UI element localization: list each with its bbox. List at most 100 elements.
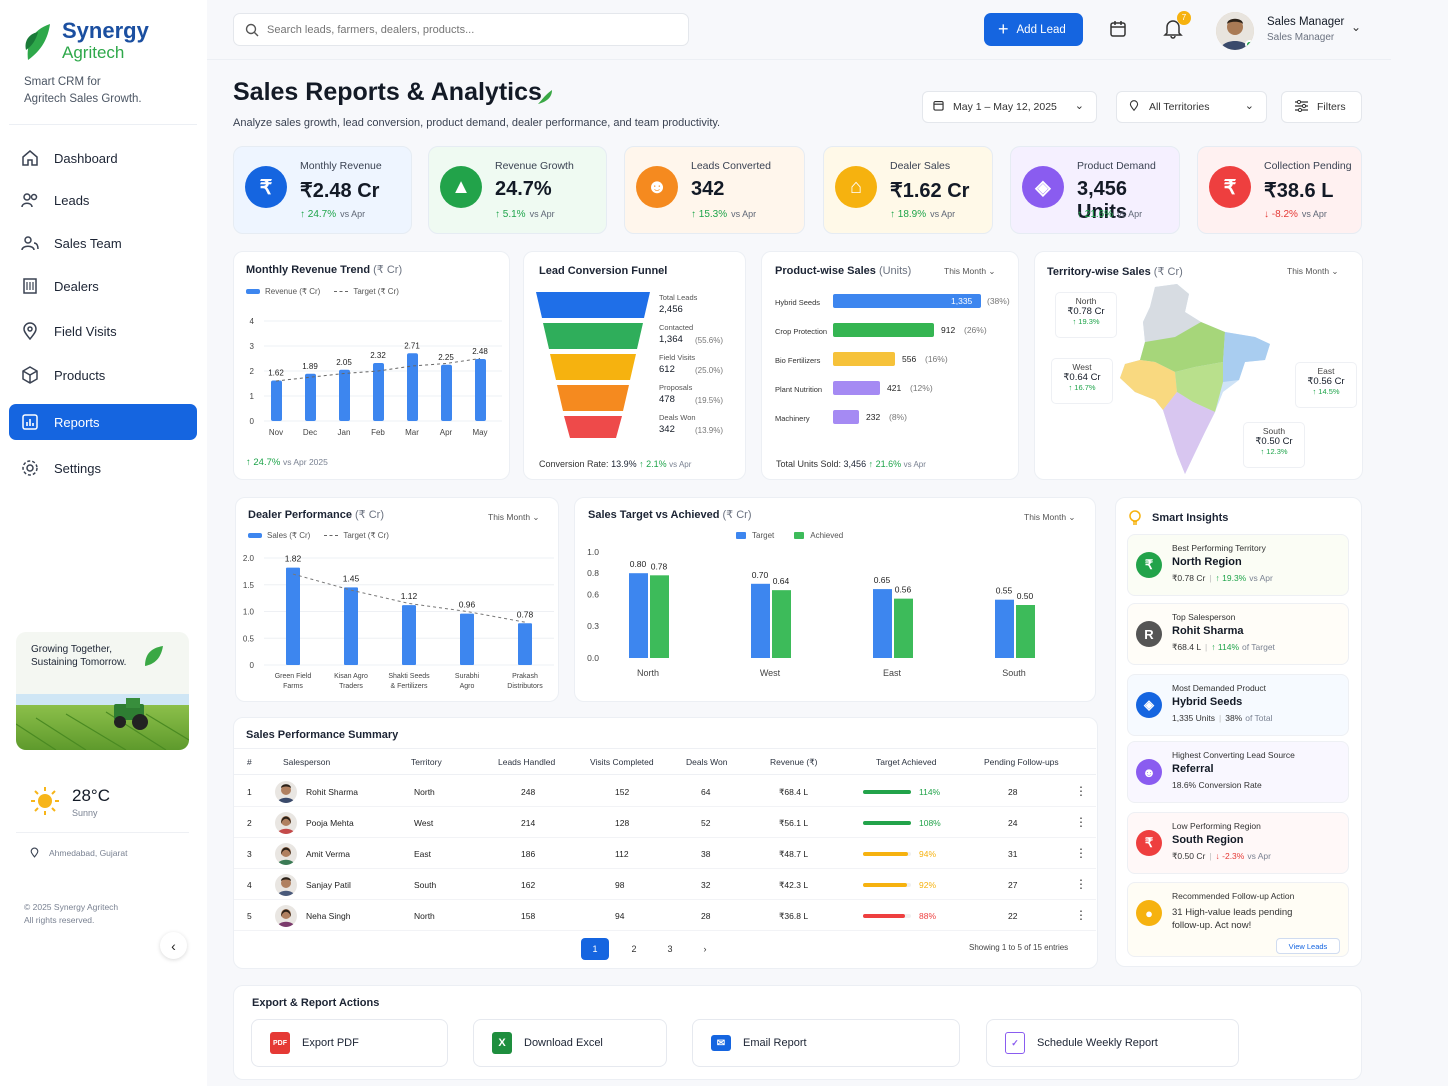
home-icon [22, 150, 38, 166]
period-select[interactable]: This Month ⌄ [1287, 266, 1339, 276]
pagination-next-button[interactable]: › [703, 944, 707, 954]
avatar[interactable] [1216, 12, 1254, 50]
table-row[interactable] [234, 808, 1096, 838]
sidebar-item-settings[interactable]: Settings [9, 450, 197, 486]
period-select[interactable]: This Month ⌄ [488, 512, 540, 522]
row-menu-icon[interactable]: ⋮ [1075, 877, 1087, 891]
email-report-button[interactable]: ✉ Email Report [692, 1019, 960, 1067]
insight-card[interactable]: ● Recommended Follow-up Action 31 High-val… [1127, 882, 1349, 957]
row-menu-icon[interactable]: ⋮ [1075, 908, 1087, 922]
period-select[interactable]: This Month ⌄ [1024, 512, 1076, 522]
row-menu-icon[interactable]: ⋮ [1075, 846, 1087, 860]
table-cell-revenue: ₹36.8 L [779, 911, 809, 921]
search-bar[interactable] [233, 13, 689, 46]
sidebar-item-reports[interactable]: Reports [9, 404, 197, 440]
table-row[interactable] [234, 901, 1096, 931]
kpi-change: ↑ 24.7% vs Apr [300, 209, 365, 220]
row-menu-icon[interactable]: ⋮ [1075, 815, 1087, 829]
row-menu-icon[interactable]: ⋮ [1075, 784, 1087, 798]
insight-card[interactable]: R Top Salesperson Rohit Sharma ₹68.4 L | ↑ 11… [1127, 603, 1349, 665]
insight-card[interactable]: ◈ Most Demanded Product Hybrid Seeds 1,335 … [1127, 674, 1349, 736]
target-progress-fill [863, 914, 905, 918]
filters-button[interactable]: Filters [1281, 91, 1362, 123]
notifications-button[interactable]: 7 [1162, 11, 1191, 42]
kpi-change: ↑ 21.6% vs Apr [1077, 209, 1142, 220]
table-row[interactable] [234, 777, 1096, 807]
insight-title: Hybrid Seeds [1172, 696, 1243, 708]
table-cell-territory: North [414, 787, 435, 797]
calendar-button[interactable] [1108, 19, 1128, 42]
add-lead-button[interactable]: + Add Lead [984, 13, 1083, 46]
x-tick-label: Distributors [507, 683, 543, 690]
schedule-report-button[interactable]: ✓ Schedule Weekly Report [986, 1019, 1239, 1067]
insight-card[interactable]: ☻ Highest Converting Lead Source Referral 1… [1127, 741, 1349, 803]
product-value: 232 [866, 412, 881, 422]
territory-label: North ₹0.78 Cr ↑ 19.3% [1055, 292, 1117, 338]
funnel-stage-2 [543, 323, 643, 349]
territory-card: Territory-wise Sales (₹ Cr) This Month ⌄… [1034, 251, 1363, 480]
insight-card[interactable]: ₹ Best Performing Territory North Region ₹0… [1127, 534, 1349, 596]
table-header-cell[interactable]: # [247, 757, 252, 767]
sidebar-item-dashboard[interactable]: Dashboard [9, 140, 197, 176]
kpi-change-vs: vs Apr [731, 209, 757, 219]
insight-label: Low Performing Region [1172, 821, 1261, 831]
data-label: 2.71 [404, 341, 420, 350]
kpi-change-vs: vs Apr [1117, 209, 1143, 219]
table-cell-name: Sanjay Patil [306, 880, 351, 890]
kpi-card: ⌂ Dealer Sales ₹1.62 Cr ↑ 18.9% vs Apr [823, 146, 993, 234]
insight-detail-2: follow-up. Act now! [1172, 920, 1252, 931]
product-bar [833, 381, 880, 395]
funnel-stage-value: 1,364 [659, 334, 683, 345]
sidebar-item-products[interactable]: Products [9, 357, 197, 393]
arrow-up-icon: ↑ [1215, 573, 1223, 583]
x-tick-label: Kisan Agro [334, 673, 368, 680]
pagination-page-button[interactable]: 2 [631, 944, 637, 954]
table-header-cell[interactable]: Salesperson [283, 757, 331, 767]
region-change-value: 19.3% [1078, 317, 1100, 326]
table-header-cell[interactable]: Revenue (₹) [770, 757, 818, 767]
funnel-graphic [536, 292, 650, 438]
pagination-page-button[interactable]: 3 [667, 944, 673, 954]
data-label: 2.48 [472, 347, 488, 356]
table-row[interactable] [234, 870, 1096, 900]
table-cell-deals: 64 [701, 787, 711, 797]
product-name: Hybrid Seeds [775, 298, 821, 307]
pdf-icon: PDF [270, 1032, 290, 1054]
funnel-stage-pct: (25.0%) [695, 366, 724, 375]
pagination-page-button[interactable]: 1 [581, 938, 609, 960]
table-header-cell[interactable]: Target Achieved [876, 757, 937, 767]
x-tick-label: & Fertilizers [391, 683, 428, 690]
export-pdf-button[interactable]: PDF Export PDF [251, 1019, 448, 1067]
table-header-cell[interactable]: Pending Follow-ups [984, 757, 1059, 767]
territory-select[interactable]: All Territories ⌄ [1116, 91, 1267, 123]
user-menu-chevron-icon[interactable]: ⌄ [1351, 20, 1362, 34]
table-cell-leads: 186 [521, 849, 536, 859]
collapse-sidebar-button[interactable]: ‹ [160, 932, 187, 959]
data-label: 0.56 [895, 585, 912, 595]
table-header-cell[interactable]: Territory [411, 757, 442, 767]
table-row[interactable] [234, 839, 1096, 869]
date-range-picker[interactable]: May 1 – May 12, 2025 ⌄ [922, 91, 1097, 123]
sidebar-item-field-visits[interactable]: Field Visits [9, 313, 197, 349]
table-header-cell[interactable]: Deals Won [686, 757, 728, 767]
x-tick-label: Agro [460, 683, 475, 690]
search-input[interactable] [267, 21, 667, 39]
table-cell-n: 3 [247, 849, 252, 859]
data-label: 0.64 [773, 576, 790, 586]
table-header-cell[interactable]: Visits Completed [590, 757, 654, 767]
sidebar-item-sales-team[interactable]: Sales Team [9, 225, 197, 261]
table-header-cell[interactable]: Leads Handled [498, 757, 556, 767]
table-cell-revenue: ₹68.4 L [779, 787, 809, 797]
brand-tagline-2: Agritech Sales Growth. [24, 93, 142, 105]
period-select[interactable]: This Month ⌄ [944, 266, 996, 276]
sidebar-item-dealers[interactable]: Dealers [9, 268, 197, 304]
table-cell-n: 5 [247, 911, 252, 921]
target-line [275, 358, 481, 382]
view-leads-button[interactable]: View Leads [1276, 938, 1340, 954]
target-card: Sales Target vs Achieved (₹ Cr) This Mon… [574, 497, 1096, 702]
download-excel-button[interactable]: X Download Excel [473, 1019, 667, 1067]
insight-card[interactable]: ₹ Low Performing Region South Region ₹0.50 … [1127, 812, 1349, 874]
sidebar-item-leads[interactable]: Leads [9, 182, 197, 218]
y-tick-label: 0 [250, 417, 255, 426]
region-value: ₹0.50 Cr [1255, 436, 1293, 447]
